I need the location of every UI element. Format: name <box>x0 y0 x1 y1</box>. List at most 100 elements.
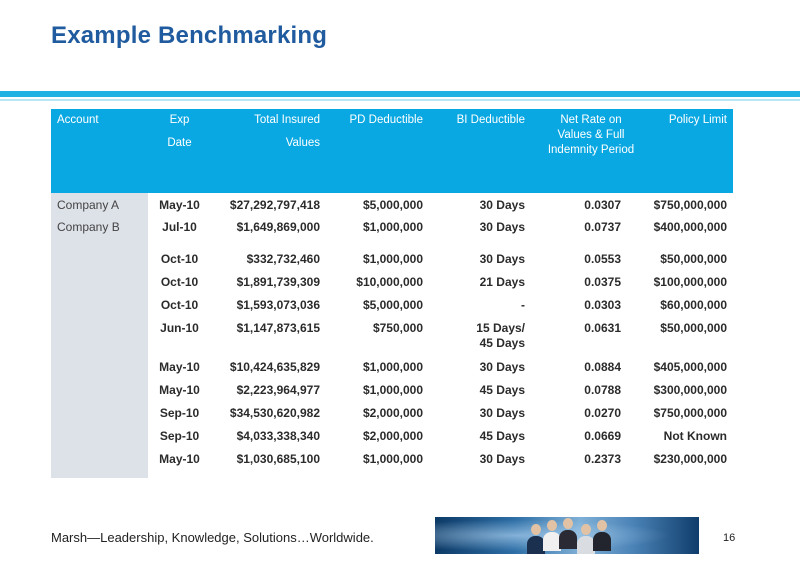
cell-pd: $2,000,000 <box>362 406 423 420</box>
cell-tiv: $2,223,964,977 <box>236 383 320 397</box>
cell-account <box>51 252 148 275</box>
header-policy-limit: Policy Limit <box>641 109 733 193</box>
header-total-insured-values: Total Insured Values <box>211 109 326 193</box>
page-title: Example Benchmarking <box>51 22 328 49</box>
cell-bi: 21 Days <box>479 275 525 289</box>
table-row: Company A May-10 $27,292,797,418 $5,000,000… <box>51 193 733 220</box>
cell-account <box>51 360 148 383</box>
cell-exp: May-10 <box>159 360 200 374</box>
cell-account <box>51 406 148 429</box>
table-row: Company B Jul-10 $1,649,869,000 $1,000,000 3… <box>51 220 733 252</box>
banner-person-1 <box>527 524 545 554</box>
cell-tiv: $332,732,460 <box>246 252 320 266</box>
title-rule-thin <box>0 99 800 101</box>
table-header-row: Account Exp Date Total Insured Values PD… <box>51 109 733 193</box>
cell-tiv: $10,424,635,829 <box>229 360 320 374</box>
cell-bi: 30 Days <box>479 406 525 420</box>
cell-account <box>51 275 148 298</box>
cell-rate: 0.0788 <box>584 383 621 397</box>
banner-person-5 <box>593 520 611 554</box>
cell-exp: May-10 <box>159 383 200 397</box>
cell-account <box>51 429 148 452</box>
cell-limit: Not Known <box>663 429 727 443</box>
cell-exp: Sep-10 <box>159 406 200 420</box>
cell-pd: $1,000,000 <box>362 360 423 374</box>
table-row: Sep-10 $34,530,620,982 $2,000,000 30 Days 0.… <box>51 406 733 429</box>
cell-bi: 15 Days/45 Days <box>476 321 525 350</box>
title-rule <box>0 91 800 97</box>
cell-account: Company B <box>51 220 148 252</box>
header-pd-deductible: PD Deductible <box>326 109 429 193</box>
cell-account <box>51 383 148 406</box>
cell-rate: 0.0375 <box>584 275 621 289</box>
cell-exp: May-10 <box>159 198 200 212</box>
cell-bi: 30 Days <box>479 220 525 234</box>
cell-rate: 0.0553 <box>584 252 621 266</box>
cell-exp: Jun-10 <box>160 321 199 335</box>
footer-tagline: Marsh—Leadership, Knowledge, Solutions…W… <box>51 530 374 545</box>
cell-tiv: $1,147,873,615 <box>236 321 320 335</box>
cell-pd: $1,000,000 <box>362 452 423 466</box>
cell-limit: $50,000,000 <box>660 321 727 335</box>
cell-tiv: $27,292,797,418 <box>229 198 320 212</box>
table-row: May-10 $2,223,964,977 $1,000,000 45 Days 0.0… <box>51 383 733 406</box>
cell-tiv: $1,593,073,036 <box>236 298 320 312</box>
cell-account <box>51 321 148 360</box>
cell-tiv: $4,033,338,340 <box>236 429 320 443</box>
cell-bi: 45 Days <box>479 383 525 397</box>
table-row: May-10 $10,424,635,829 $1,000,000 30 Days 0.… <box>51 360 733 383</box>
cell-pd: $1,000,000 <box>362 252 423 266</box>
cell-rate: 0.0631 <box>584 321 621 335</box>
cell-bi: 45 Days <box>479 429 525 443</box>
cell-limit: $405,000,000 <box>653 360 727 374</box>
cell-tiv: $1,649,869,000 <box>236 220 320 234</box>
cell-bi: 30 Days <box>479 252 525 266</box>
table-row: Jun-10 $1,147,873,615 $750,000 15 Days/45 D… <box>51 321 733 360</box>
cell-pd: $5,000,000 <box>362 198 423 212</box>
benchmark-table: Account Exp Date Total Insured Values PD… <box>51 109 733 478</box>
banner-person-2 <box>543 520 561 554</box>
cell-tiv: $1,030,685,100 <box>236 452 320 466</box>
cell-bi: 30 Days <box>479 360 525 374</box>
table-row: Oct-10 $1,593,073,036 $5,000,000 - 0.0303 $60… <box>51 298 733 321</box>
cell-account: Company A <box>51 193 148 220</box>
header-exp-line2: Date <box>167 137 192 149</box>
cell-pd: $10,000,000 <box>356 275 423 289</box>
cell-exp: Oct-10 <box>160 275 199 289</box>
table-body: Company A May-10 $27,292,797,418 $5,000,000… <box>51 193 733 478</box>
cell-pd: $750,000 <box>372 321 423 335</box>
cell-account <box>51 298 148 321</box>
page-number: 16 <box>723 532 736 544</box>
cell-rate: 0.2373 <box>584 452 621 466</box>
cell-limit: $750,000,000 <box>653 198 727 212</box>
cell-exp: Oct-10 <box>160 298 199 312</box>
cell-limit: $60,000,000 <box>660 298 727 312</box>
cell-account <box>51 452 148 478</box>
cell-pd: $1,000,000 <box>362 220 423 234</box>
cell-bi: 30 Days <box>479 452 525 466</box>
banner-person-4 <box>577 524 595 554</box>
cell-limit: $100,000,000 <box>653 275 727 289</box>
cell-exp: Oct-10 <box>160 252 199 266</box>
footer-banner-image <box>435 517 699 554</box>
cell-exp: Sep-10 <box>159 429 200 443</box>
header-bi-deductible: BI Deductible <box>429 109 541 193</box>
table-row: May-10 $1,030,685,100 $1,000,000 30 Days 0.2… <box>51 452 733 478</box>
cell-exp: Jul-10 <box>162 220 197 234</box>
header-net-rate: Net Rate on Values & Full Indemnity Peri… <box>541 109 641 193</box>
cell-bi: - <box>521 298 525 312</box>
cell-limit: $300,000,000 <box>653 383 727 397</box>
header-tiv-line2: Values <box>285 137 320 149</box>
cell-pd: $1,000,000 <box>362 383 423 397</box>
cell-exp: May-10 <box>159 452 200 466</box>
header-tiv-line1: Total Insured <box>254 114 320 126</box>
cell-rate: 0.0737 <box>584 220 621 234</box>
cell-rate: 0.0270 <box>584 406 621 420</box>
cell-limit: $400,000,000 <box>653 220 727 234</box>
table-row: Oct-10 $332,732,460 $1,000,000 30 Days 0.055… <box>51 252 733 275</box>
table-row: Sep-10 $4,033,338,340 $2,000,000 45 Days 0.0… <box>51 429 733 452</box>
cell-limit: $50,000,000 <box>660 252 727 266</box>
table-row: Oct-10 $1,891,739,309 $10,000,000 21 Days 0.… <box>51 275 733 298</box>
cell-rate: 0.0307 <box>584 198 621 212</box>
cell-rate: 0.0669 <box>584 429 621 443</box>
